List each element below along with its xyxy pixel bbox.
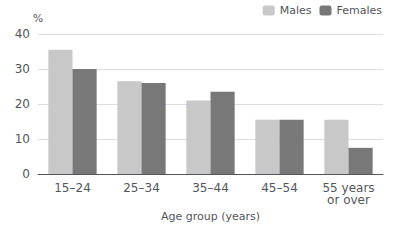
svg-text:55 years: 55 years	[322, 181, 375, 196]
svg-text:40: 40	[15, 27, 30, 41]
svg-text:Males: Males	[280, 4, 312, 17]
svg-text:35–44: 35–44	[192, 181, 229, 195]
svg-text:Females: Females	[336, 4, 382, 17]
svg-text:30: 30	[15, 62, 30, 76]
svg-text:20: 20	[15, 97, 30, 111]
svg-text:15–24: 15–24	[54, 181, 91, 195]
svg-text:25–34: 25–34	[123, 181, 160, 195]
svg-text:%: %	[33, 12, 43, 25]
svg-text:or over: or over	[327, 193, 370, 207]
svg-text:0: 0	[22, 167, 30, 181]
svg-text:45–54: 45–54	[261, 181, 298, 195]
svg-text:Age group (years): Age group (years)	[161, 210, 260, 223]
svg-text:10: 10	[15, 132, 30, 146]
